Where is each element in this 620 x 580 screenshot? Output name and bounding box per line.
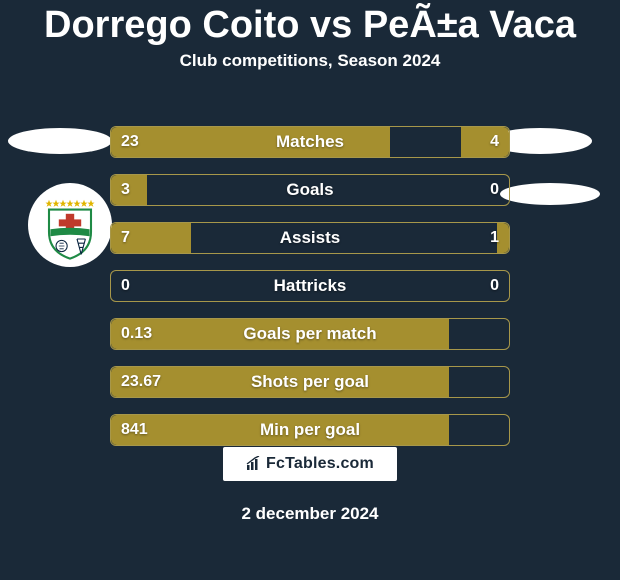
- stat-row: 71Assists: [110, 222, 510, 254]
- date-text: 2 december 2024: [0, 504, 620, 524]
- stat-label: Shots per goal: [111, 367, 509, 397]
- stat-row: 00Hattricks: [110, 270, 510, 302]
- stat-row: 0.13Goals per match: [110, 318, 510, 350]
- stat-row: 30Goals: [110, 174, 510, 206]
- player1-ellipse: [8, 128, 112, 154]
- attribution-box: FcTables.com: [223, 447, 397, 481]
- stat-label: Goals per match: [111, 319, 509, 349]
- stat-label: Hattricks: [111, 271, 509, 301]
- stat-label: Min per goal: [111, 415, 509, 445]
- stat-label: Assists: [111, 223, 509, 253]
- stats-bars: 234Matches 30Goals 71Assists 00Hattricks 0.1…: [110, 126, 510, 462]
- stat-row: 841Min per goal: [110, 414, 510, 446]
- player1-club-logo: [28, 183, 112, 267]
- attribution-text: FcTables.com: [266, 455, 374, 473]
- page-subtitle: Club competitions, Season 2024: [0, 51, 620, 71]
- chart-icon: [246, 456, 262, 472]
- stat-row: 23.67Shots per goal: [110, 366, 510, 398]
- stat-label: Matches: [111, 127, 509, 157]
- player2-club-ellipse: [500, 183, 600, 205]
- shield-icon: [35, 190, 105, 260]
- stat-row: 234Matches: [110, 126, 510, 158]
- stat-label: Goals: [111, 175, 509, 205]
- page-title: Dorrego Coito vs PeÃ±a Vaca: [0, 4, 620, 47]
